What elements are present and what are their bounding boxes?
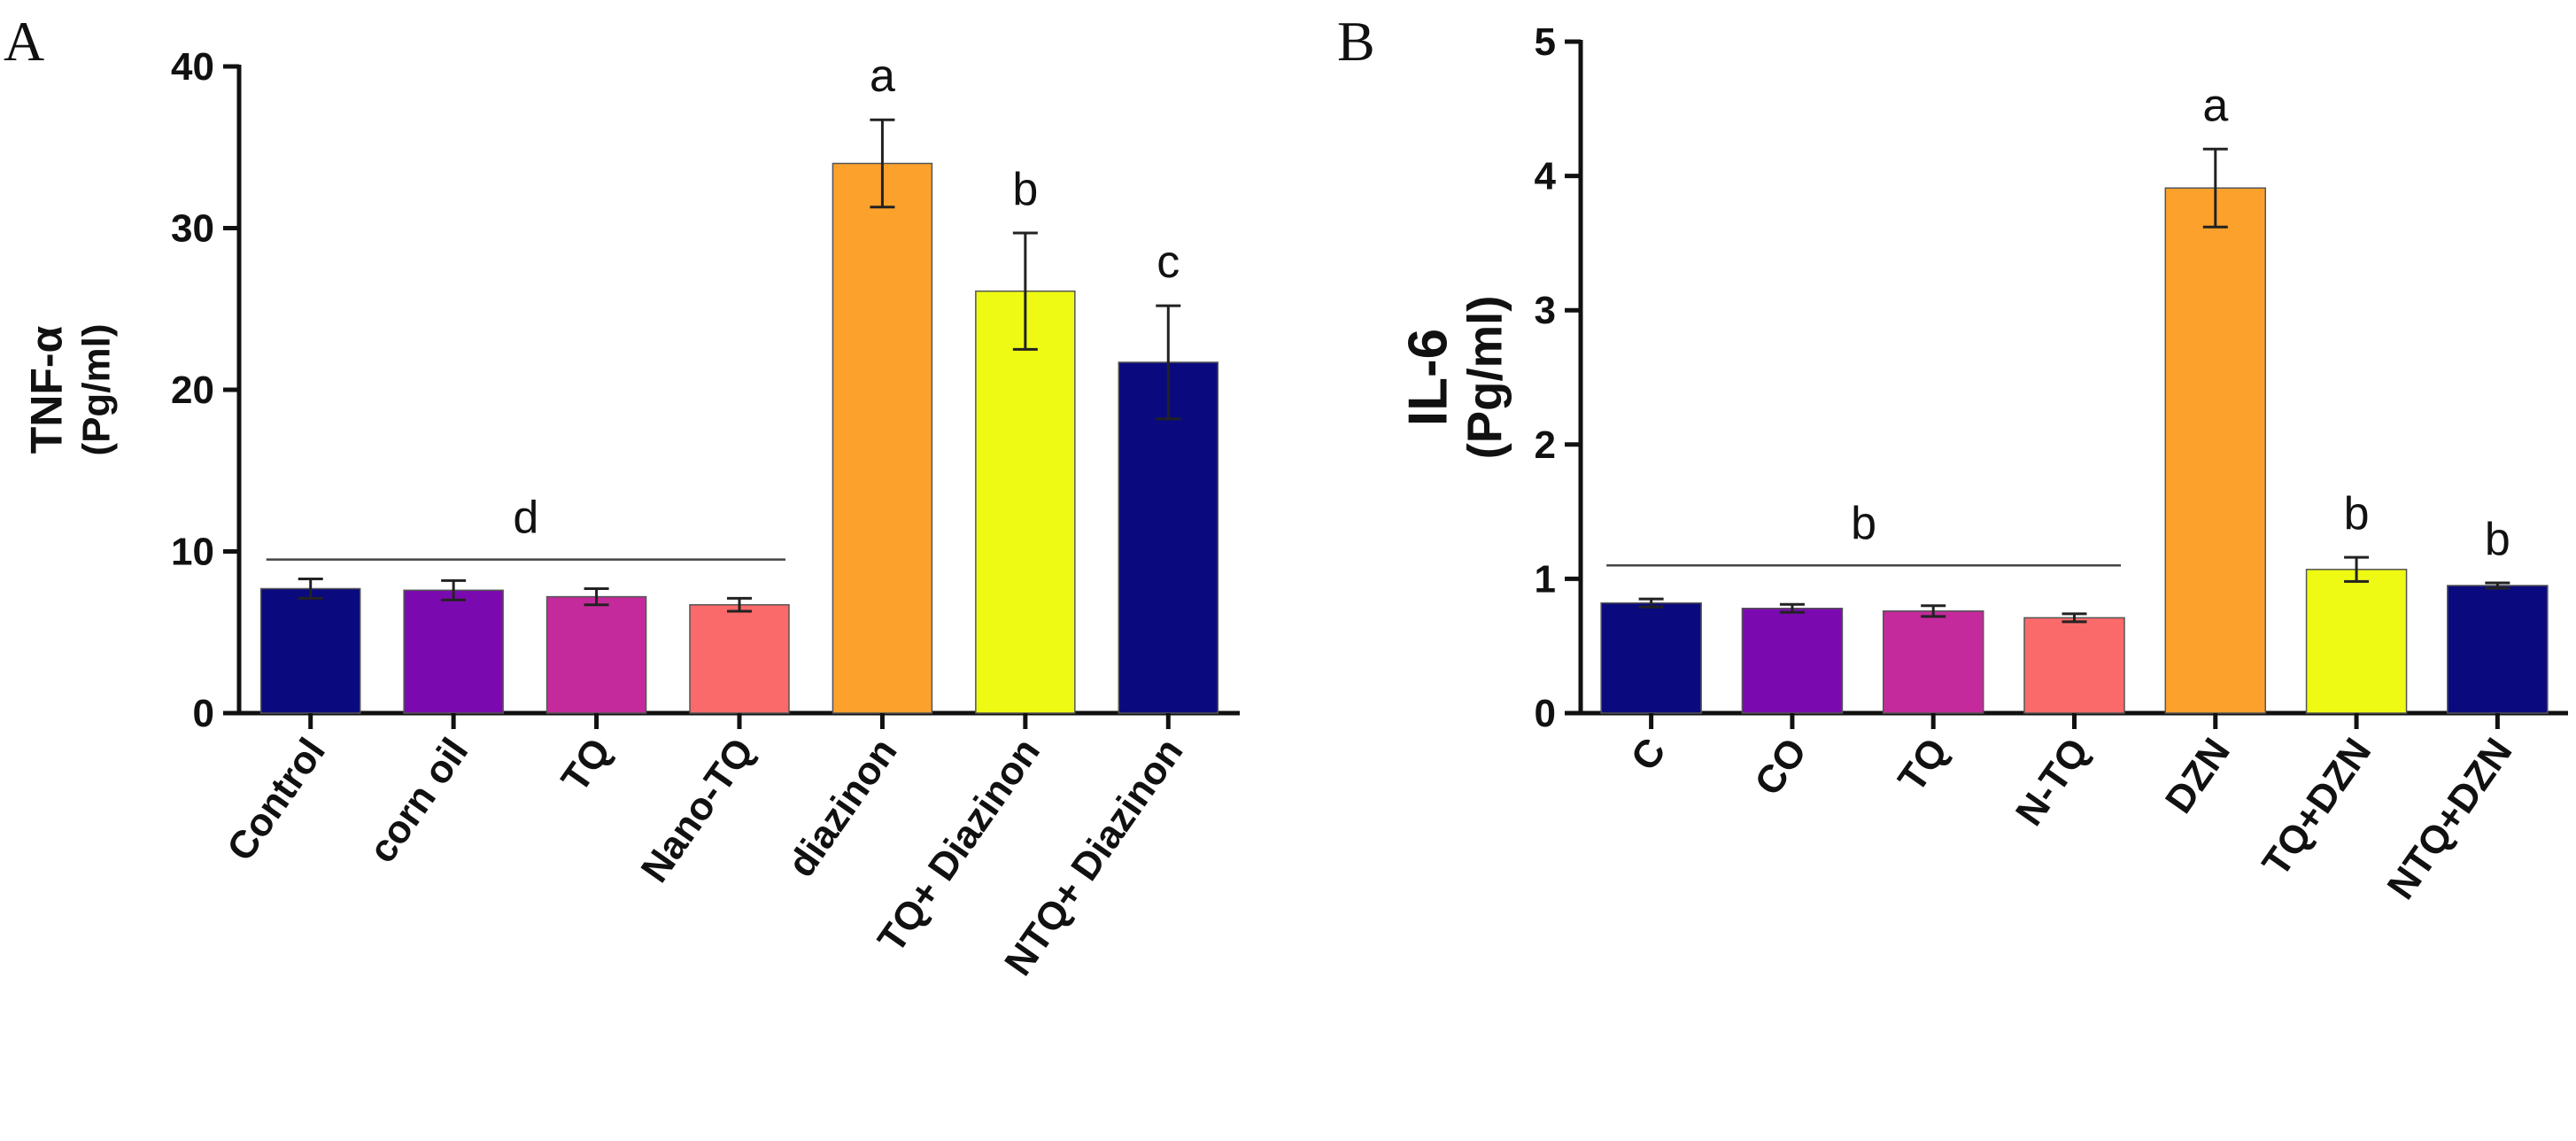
bar-diazinon	[832, 162, 933, 714]
panel-letter-a: A	[4, 10, 45, 73]
y-axis-label-line2: (Pg/ml)	[75, 323, 119, 455]
category-label: CO	[1746, 731, 1815, 803]
bar-nano-tq	[689, 603, 790, 714]
bar-ntq-dzn	[2447, 585, 2549, 714]
category-label: TQ	[553, 731, 620, 800]
bar-control	[259, 587, 361, 714]
y-axis-label-line2: (Pg/ml)	[1458, 296, 1512, 460]
category-label: NTQ+DZN	[2379, 731, 2521, 907]
y-tick-label: 1	[1535, 557, 1556, 601]
category-label: TQ	[1890, 731, 1956, 800]
significance-letter: b	[2485, 514, 2510, 565]
category-label: TQ+DZN	[2254, 731, 2379, 884]
y-axis-label-line1: TNF-α	[22, 325, 72, 454]
category-label: C	[1622, 731, 1674, 779]
bar-tq-dzn	[2305, 569, 2408, 714]
y-axis-label-line1: IL-6	[1398, 329, 1459, 426]
significance-letter: a	[870, 50, 895, 102]
y-tick-label: 10	[171, 531, 214, 574]
bar-n-tq	[2023, 617, 2125, 714]
y-tick-label: 4	[1535, 155, 1557, 198]
category-label: DZN	[2157, 731, 2239, 821]
y-tick-label: 40	[171, 45, 214, 89]
bar-tq	[1882, 610, 1984, 714]
y-tick-label: 30	[171, 207, 214, 251]
significance-letter: c	[1156, 237, 1180, 288]
category-label: Control	[219, 731, 334, 869]
y-tick-label: 0	[193, 692, 214, 735]
significance-letter: b	[1851, 498, 1876, 549]
bar-c	[1600, 602, 1702, 714]
chart-panel-b: 0 1 2 3 4 5 IL-6 (Pg/ml) C CO TQ N-TQ DZN TQ+DZN NTQ+D…	[1398, 20, 2568, 907]
y-tick-label: 2	[1535, 423, 1556, 467]
panel-letter-b: B	[1337, 10, 1375, 73]
bar-co	[1741, 608, 1844, 714]
bar-ntq-diazinon	[1118, 361, 1219, 714]
y-tick-label: 0	[1535, 692, 1556, 735]
significance-letter: b	[1012, 164, 1038, 215]
category-label: diazinon	[779, 731, 905, 885]
bar-tq-diazinon	[975, 290, 1076, 714]
y-tick-label: 3	[1535, 289, 1556, 332]
significance-letter: a	[2202, 80, 2228, 131]
category-label: Nano-TQ	[633, 731, 763, 890]
bar-dzn	[2164, 187, 2267, 714]
y-tick-label: 20	[171, 369, 214, 412]
bar-corn-oil	[403, 589, 504, 714]
significance-letter: b	[2344, 488, 2370, 539]
category-label: corn oil	[360, 731, 476, 871]
y-tick-label: 5	[1535, 20, 1556, 64]
significance-letter: d	[513, 493, 538, 544]
category-label: N-TQ	[2007, 731, 2098, 834]
bar-tq	[545, 595, 647, 714]
chart-panel-a: 0 10 20 30 40 TNF-α (Pg/ml) Control corn oil TQ Na…	[22, 45, 1240, 983]
